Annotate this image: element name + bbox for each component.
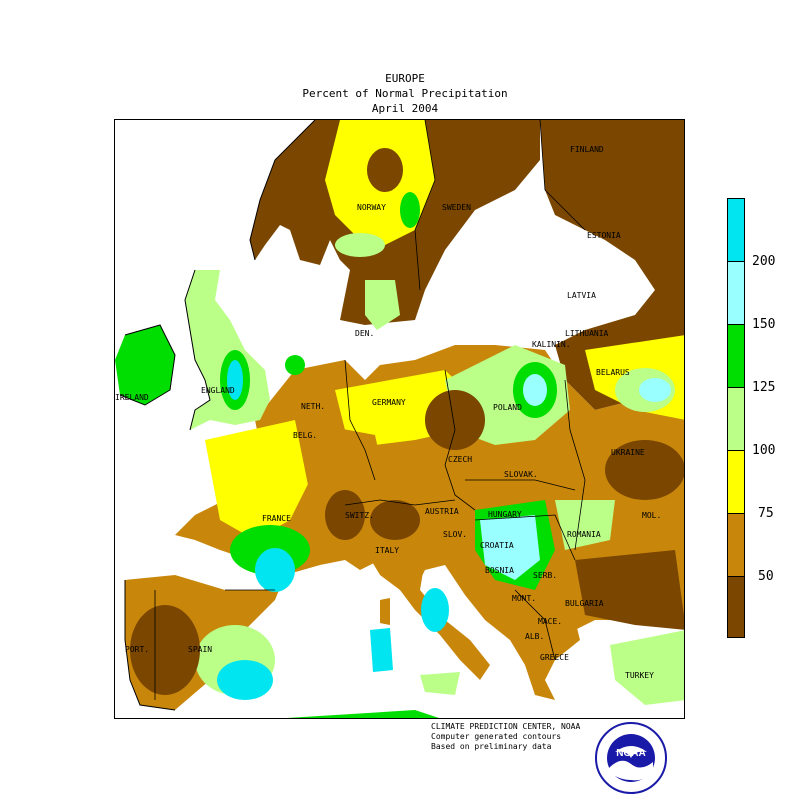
denmark-land xyxy=(365,280,400,330)
legend-label-125: 125 xyxy=(752,380,776,395)
label-italy: ITALY xyxy=(375,546,400,555)
label-finland: FINLAND xyxy=(570,145,604,154)
label-germany: GERMANY xyxy=(372,398,406,407)
label-switzerland: SWITZ. xyxy=(345,511,374,520)
britain-land xyxy=(185,270,270,430)
label-ireland: IRELAND xyxy=(115,393,149,402)
label-moldova: MOL. xyxy=(642,511,662,520)
label-slovakia: SLOVAK. xyxy=(504,470,538,479)
label-slovenia: SLOV. xyxy=(443,530,468,539)
title-region: EUROPE xyxy=(385,72,425,85)
label-greece: GREECE xyxy=(540,653,569,662)
title-period: April 2004 xyxy=(371,102,439,115)
legend-swatch-100-125 xyxy=(728,388,744,451)
sicily-land xyxy=(420,672,460,695)
label-bulgaria: BULGARIA xyxy=(565,599,604,608)
label-netherlands: NETH. xyxy=(301,402,326,411)
label-belarus: BELARUS xyxy=(596,368,630,377)
legend-swatch-50-75 xyxy=(728,514,744,577)
legend-label-200: 200 xyxy=(752,254,776,269)
label-sweden: SWEDEN xyxy=(442,203,471,212)
anomaly-layer xyxy=(130,120,684,700)
coastline-layer xyxy=(119,120,316,711)
label-albania: ALB. xyxy=(525,632,545,641)
legend-swatch-above-200 xyxy=(728,199,744,262)
label-ukraine: UKRAINE xyxy=(611,448,645,457)
label-france: FRANCE xyxy=(262,514,291,523)
title-metric: Percent of Normal Precipitation xyxy=(302,87,508,100)
corsica-land xyxy=(380,598,390,625)
ireland-land xyxy=(115,325,175,405)
label-spain: SPAIN xyxy=(188,645,213,654)
legend-swatch-150-200 xyxy=(728,262,744,325)
label-serbia: SERB. xyxy=(533,571,558,580)
label-austria: AUSTRIA xyxy=(425,507,459,516)
credit-method: Computer generated contours xyxy=(431,732,562,741)
legend-swatch-below-50 xyxy=(728,577,744,637)
label-latvia: LATVIA xyxy=(567,291,596,300)
credit-data-note: Based on preliminary data xyxy=(431,742,552,751)
legend-swatch-75-100 xyxy=(728,451,744,514)
legend-label-100: 100 xyxy=(752,443,776,458)
credits-block: CLIMATE PREDICTION CENTER, NOAA Computer… xyxy=(431,722,580,752)
label-norway: NORWAY xyxy=(357,203,386,212)
label-romania: ROMANIA xyxy=(567,530,601,539)
border-layer xyxy=(154,120,586,700)
label-macedonia: MACE. xyxy=(538,617,563,626)
label-turkey: TURKEY xyxy=(625,671,654,680)
legend-label-75: 75 xyxy=(758,506,774,521)
sardinia-land xyxy=(370,628,393,672)
label-montenegro: MONT. xyxy=(512,594,537,603)
legend-swatch-125-150 xyxy=(728,325,744,388)
legend-colorbar xyxy=(727,198,745,638)
label-estonia: ESTONIA xyxy=(587,231,621,240)
precipitation-map: FINLAND NORWAY SWEDEN ESTONIA LATVIA DEN… xyxy=(114,119,685,719)
logo-text: NOAA xyxy=(616,748,645,759)
balkans-land xyxy=(445,560,580,700)
credit-source: CLIMATE PREDICTION CENTER, NOAA xyxy=(431,722,581,731)
label-croatia: CROATIA xyxy=(480,541,514,550)
noaa-logo-icon: NOAA xyxy=(595,722,667,794)
label-portugal: PORT. xyxy=(125,645,150,654)
label-england: ENGLAND xyxy=(201,386,235,395)
label-bosnia: BOSNIA xyxy=(485,566,514,575)
label-hungary: HUNGARY xyxy=(488,510,522,519)
africa-land xyxy=(287,710,439,718)
label-belgium: BELG. xyxy=(293,431,318,440)
label-poland: POLAND xyxy=(493,403,522,412)
map-canvas xyxy=(115,120,684,718)
label-lithuania: LITHUANIA xyxy=(565,329,609,338)
label-kaliningrad: KALININ. xyxy=(532,340,571,349)
turkey-land xyxy=(610,630,684,705)
legend-label-50: 50 xyxy=(758,569,774,584)
label-czech: CZECH xyxy=(448,455,473,464)
label-denmark: DEN. xyxy=(355,329,375,338)
legend-label-150: 150 xyxy=(752,317,776,332)
